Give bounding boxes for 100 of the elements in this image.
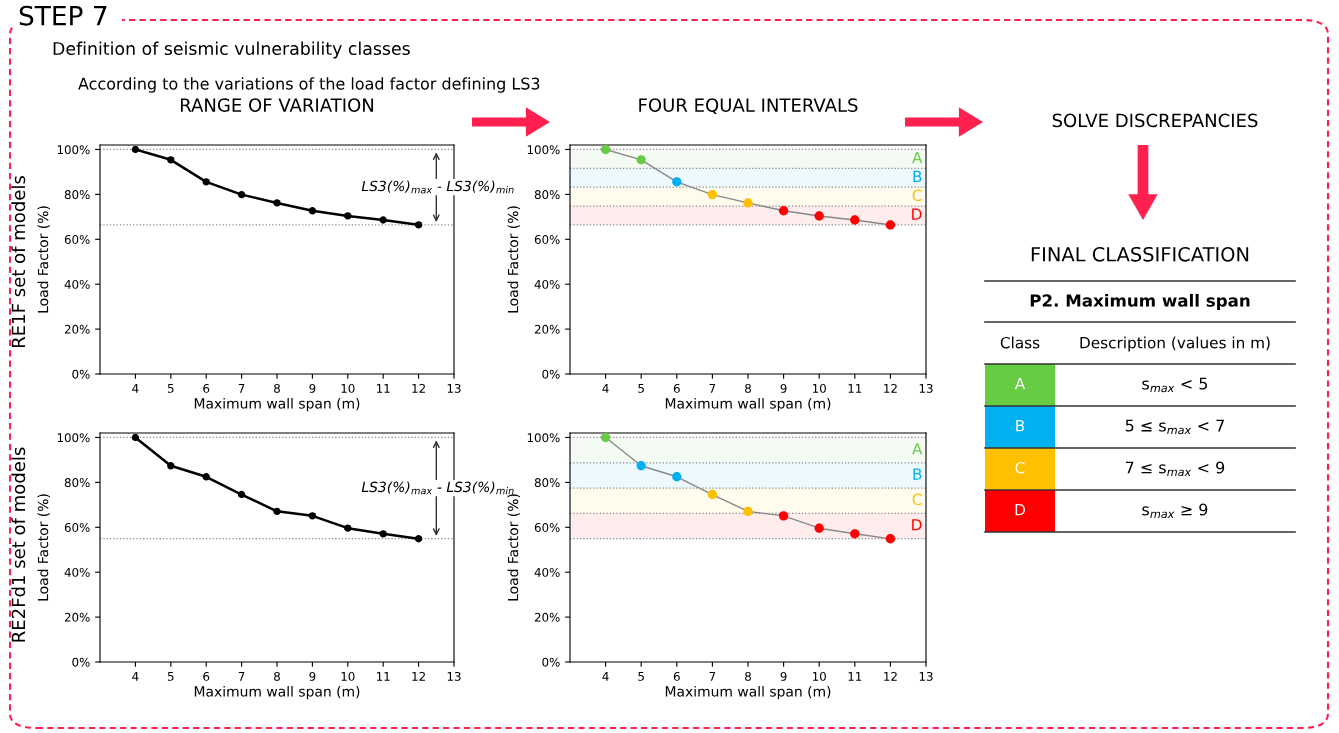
point — [672, 177, 682, 187]
annotation: LS3(%)$_{max}$ - LS3(%)$_{min}$ — [361, 180, 514, 194]
x-axis-title: Maximum wall span (m) — [665, 685, 831, 700]
text: STEP 7 — [19, 5, 107, 26]
point — [344, 212, 352, 220]
x-tick-label: 8 — [745, 383, 751, 393]
y-tick-label: 100% — [527, 433, 560, 443]
y-tick-label: 100% — [57, 145, 90, 155]
y-axis-title: Load Factor (%) — [507, 494, 520, 601]
point — [707, 189, 718, 200]
point — [273, 507, 281, 516]
x-tick-label: 5 — [167, 672, 174, 681]
y-tick-label: 20% — [534, 324, 560, 334]
x-tick-label: 8 — [274, 671, 280, 681]
chart-title: FOUR EQUAL INTERVALS — [639, 98, 858, 114]
band-label: C — [912, 189, 922, 202]
band-label: A — [912, 443, 923, 455]
text: Class — [1000, 336, 1040, 349]
category-label: D — [1015, 504, 1025, 516]
y-tick-label: 0% — [72, 657, 90, 667]
text: According to the variations of the load factor defining LS3 — [78, 77, 540, 93]
category-label: A — [1014, 378, 1026, 390]
point — [743, 198, 753, 208]
x-tick-label: 9 — [309, 383, 316, 393]
x-tick-label: 10 — [812, 383, 826, 393]
point — [379, 216, 387, 224]
point — [600, 145, 611, 155]
x-axis-title: Maximum wall span (m) — [194, 397, 360, 412]
band-label: D — [912, 208, 922, 220]
annotation: LS3(%)$_{max}$ - LS3(%)$_{min}$ — [361, 481, 514, 495]
point — [814, 523, 824, 533]
text: RE1F set of models — [11, 176, 26, 348]
text: SOLVE DISCREPANCIES — [1052, 113, 1258, 128]
x-tick-label: 7 — [238, 672, 245, 681]
x-tick-label: 4 — [132, 384, 139, 393]
band-label: B — [913, 468, 922, 480]
x-tick-label: 10 — [812, 671, 826, 681]
y-tick-label: 80% — [64, 478, 90, 488]
x-tick-label: 9 — [780, 383, 787, 393]
point — [167, 156, 175, 164]
y-tick-label: 20% — [64, 612, 90, 622]
x-tick-label: 10 — [341, 383, 355, 393]
y-axis-title: Load Factor (%) — [37, 206, 50, 313]
category-label: C — [1015, 461, 1025, 474]
y-tick-label: 60% — [534, 235, 560, 244]
x-tick-label: 5 — [638, 384, 644, 393]
y-tick-label: 40% — [534, 279, 560, 289]
y-tick-label: 0% — [542, 369, 560, 379]
x-tick-label: 11 — [376, 672, 390, 681]
x-axis-title: Maximum wall span (m) — [665, 397, 831, 412]
point — [850, 215, 860, 225]
x-tick-label: 5 — [638, 672, 644, 681]
y-tick-label: 0% — [72, 369, 90, 379]
point — [131, 145, 140, 154]
text: 7 ≤ s$_{max}$ < 9 — [1125, 461, 1225, 477]
point — [167, 462, 175, 470]
x-tick-label: 9 — [780, 671, 787, 681]
text: RE2Fd1 set of models — [11, 447, 26, 642]
category-label: B — [1016, 420, 1025, 432]
x-tick-label: 12 — [884, 383, 897, 393]
y-tick-label: 60% — [64, 523, 90, 532]
x-tick-label: 5 — [167, 384, 174, 393]
text: s$_{max}$ ≥ 9 — [1142, 503, 1208, 519]
point — [743, 506, 753, 517]
x-tick-label: 13 — [919, 671, 933, 681]
point — [885, 220, 896, 230]
y-tick-label: 0% — [542, 657, 560, 667]
x-tick-label: 7 — [238, 384, 245, 393]
point — [414, 535, 423, 543]
x-tick-label: 12 — [884, 671, 897, 681]
point — [707, 489, 718, 500]
x-tick-label: 6 — [673, 383, 680, 393]
point — [131, 433, 140, 442]
x-tick-label: 8 — [745, 671, 751, 681]
x-tick-label: 4 — [602, 384, 609, 393]
band-label: D — [912, 519, 922, 531]
x-tick-label: 6 — [203, 671, 210, 681]
y-axis-title: Load Factor (%) — [37, 494, 50, 601]
y-tick-label: 40% — [534, 567, 560, 577]
x-tick-label: 13 — [919, 383, 933, 393]
point — [202, 473, 210, 481]
point — [237, 490, 246, 499]
chart-title: RANGE OF VARIATION — [180, 98, 374, 112]
y-axis-title: Load Factor (%) — [507, 206, 520, 313]
point — [778, 511, 789, 521]
x-tick-label: 13 — [447, 671, 461, 681]
x-tick-label: 11 — [376, 384, 390, 393]
point — [636, 461, 646, 471]
x-tick-label: 6 — [203, 383, 210, 393]
x-tick-label: 12 — [412, 671, 425, 681]
point — [414, 221, 423, 229]
point — [850, 529, 860, 539]
point — [379, 530, 387, 538]
band-label: A — [912, 152, 923, 164]
x-tick-label: 11 — [848, 672, 862, 681]
x-tick-label: 7 — [709, 384, 716, 393]
y-tick-label: 80% — [534, 190, 560, 200]
y-tick-label: 20% — [64, 324, 90, 334]
x-tick-label: 4 — [132, 672, 139, 681]
point — [885, 534, 896, 544]
